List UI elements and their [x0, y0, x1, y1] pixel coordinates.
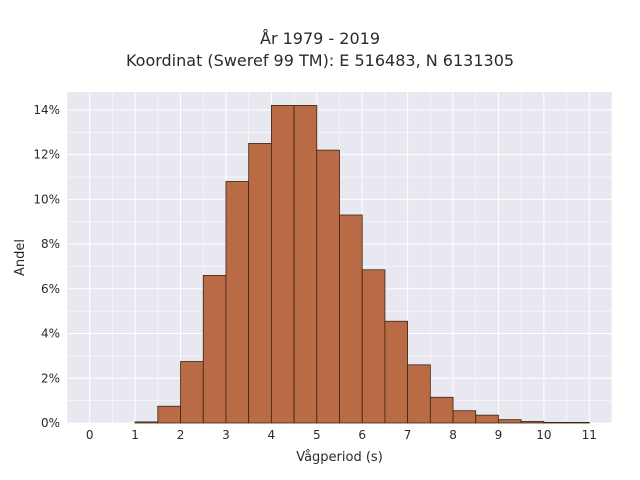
histogram-bar: [180, 361, 204, 424]
x-tick-label: 1: [131, 428, 139, 442]
x-tick-label: 8: [449, 428, 457, 442]
histogram-bar: [134, 421, 159, 424]
x-tick-label: 9: [495, 428, 503, 442]
histogram-bar: [384, 320, 409, 424]
histogram-bar: [475, 414, 499, 424]
x-axis-ticks: 0 1 2 3 4 5 6 7 8 9 10 11: [86, 428, 597, 442]
y-tick-label: 2%: [41, 371, 60, 385]
x-tick-label: 11: [582, 428, 597, 442]
x-tick-label: 5: [313, 428, 321, 442]
chart-title: År 1979 - 2019: [260, 29, 380, 48]
histogram-bar: [270, 105, 295, 424]
y-tick-label: 10%: [33, 192, 60, 206]
histogram-bar: [407, 364, 431, 424]
histogram-bar: [339, 214, 363, 424]
y-axis-label: Andel: [13, 239, 28, 276]
histogram-bar: [498, 419, 522, 424]
histogram-bar: [361, 269, 386, 424]
histogram-bar: [543, 421, 567, 424]
histogram-bar: [520, 421, 545, 424]
x-tick-label: 4: [268, 428, 276, 442]
y-tick-label: 8%: [41, 237, 60, 251]
x-axis-label: Vågperiod (s): [296, 450, 383, 465]
x-tick-label: 10: [536, 428, 551, 442]
x-tick-label: 7: [404, 428, 412, 442]
bars: [134, 105, 590, 424]
histogram-bar: [452, 410, 477, 424]
histogram-bar: [248, 143, 272, 424]
x-tick-label: 2: [177, 428, 185, 442]
histogram-bar: [202, 274, 227, 424]
x-tick-label: 0: [86, 428, 94, 442]
chart-subtitle: Koordinat (Sweref 99 TM): E 516483, N 61…: [125, 51, 515, 70]
histogram-bar: [429, 396, 454, 424]
x-tick-label: 3: [222, 428, 230, 442]
histogram-bar: [157, 405, 181, 424]
y-tick-label: 0%: [41, 416, 60, 430]
y-tick-label: 6%: [41, 282, 60, 296]
y-tick-label: 12%: [33, 148, 60, 162]
y-tick-label: 14%: [33, 103, 60, 117]
y-axis-ticks: 0% 2% 4% 6% 8% 10% 12% 14%: [33, 103, 60, 430]
y-tick-label: 4%: [41, 327, 60, 341]
histogram-bar: [316, 149, 340, 424]
histogram-bar: [293, 105, 318, 424]
histogram-bar: [225, 181, 250, 424]
histogram-bar: [566, 421, 590, 424]
x-tick-label: 6: [358, 428, 366, 442]
